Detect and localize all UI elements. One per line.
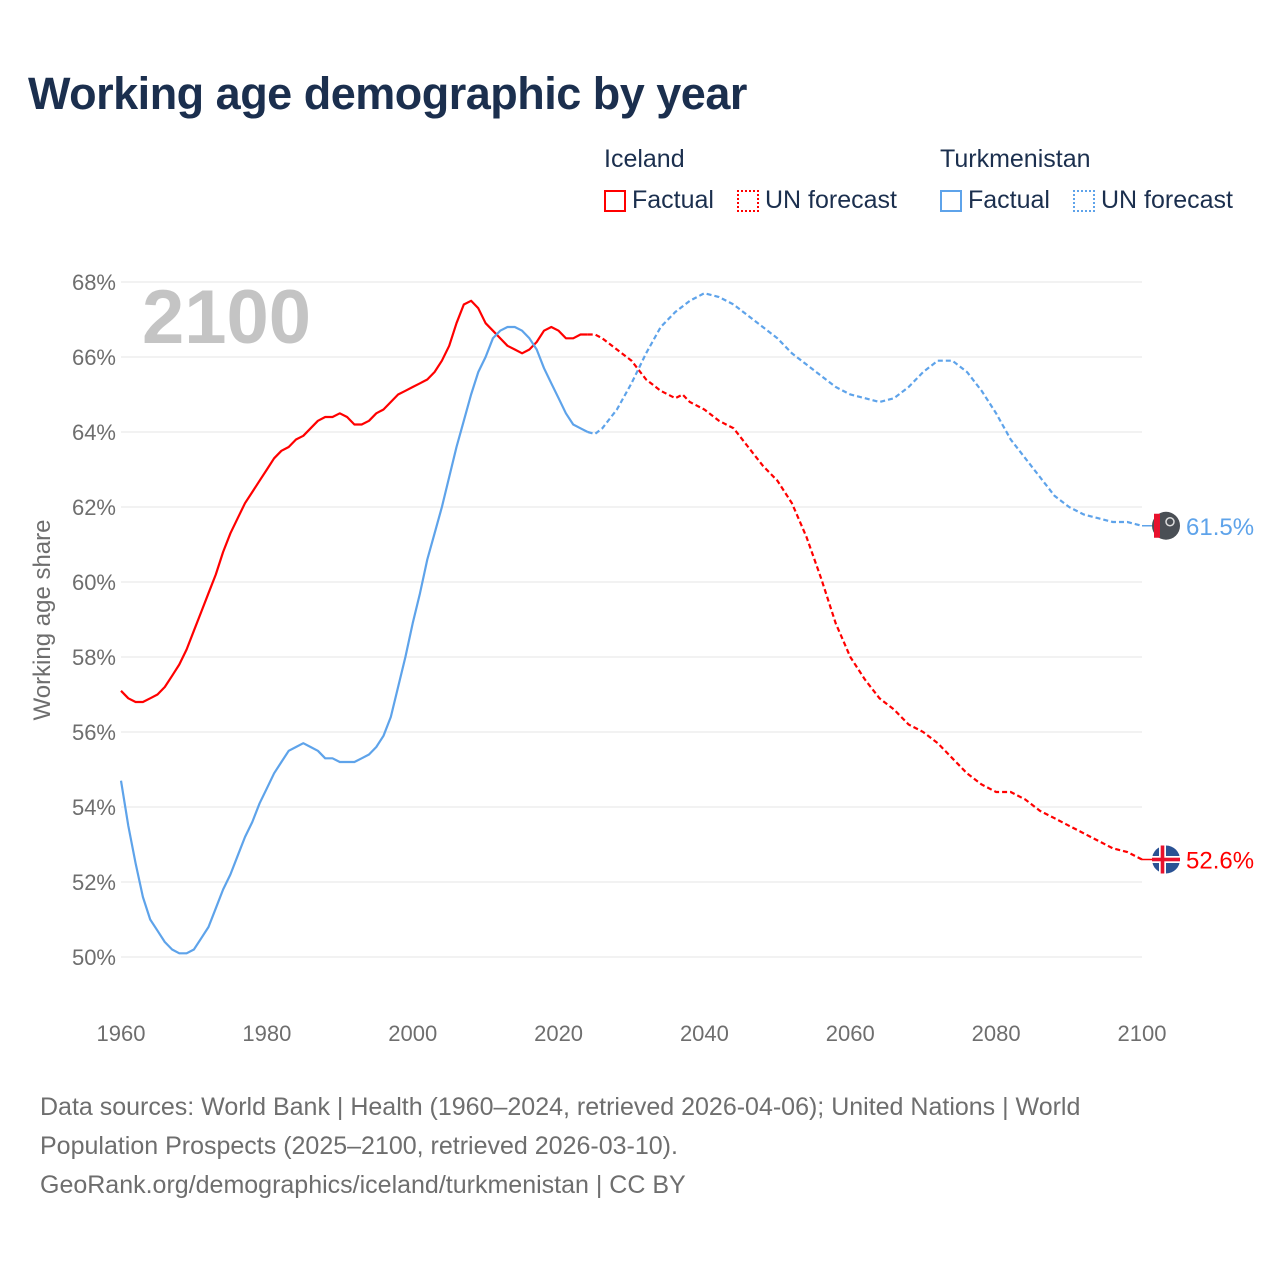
y-tick-label: 66% xyxy=(72,345,116,370)
chart-title: Working age demographic by year xyxy=(28,68,747,119)
iceland-end-value: 52.6% xyxy=(1186,848,1254,875)
year-watermark: 2100 xyxy=(142,275,311,360)
legend-swatch-dotted xyxy=(737,189,759,212)
x-tick-label: 2020 xyxy=(534,1021,583,1046)
legend-label: Factual xyxy=(968,186,1050,214)
x-tick-label: 2100 xyxy=(1118,1021,1167,1046)
legend-iceland-factual[interactable]: Factual xyxy=(604,186,714,215)
line-chart: 50% 52% 54% 56% 58% 60% 62% 64% 66% 68% 1960 1980 20… xyxy=(29,270,1254,1046)
y-axis-label: Working age share xyxy=(29,520,56,721)
turkmenistan-forecast-line xyxy=(587,292,1143,527)
x-tick-label: 1980 xyxy=(242,1021,291,1046)
turkmenistan-end-value: 61.5% xyxy=(1186,514,1254,541)
legend-group-turkmenistan: Turkmenistan xyxy=(940,145,1091,173)
legend-label: UN forecast xyxy=(765,186,897,214)
turkmenistan-flag-icon xyxy=(1152,511,1180,540)
legend-swatch-dotted xyxy=(1073,189,1095,212)
iceland-factual-line xyxy=(120,299,588,704)
footer-sources-cont: Population Prospects (2025–2100, retriev… xyxy=(40,1132,678,1160)
y-tick-label: 50% xyxy=(72,945,116,970)
legend-group-iceland: Iceland xyxy=(604,145,685,173)
x-tick-label: 2080 xyxy=(972,1021,1021,1046)
legend-iceland-forecast[interactable]: UN forecast xyxy=(737,186,897,215)
legend-turkmenistan-forecast[interactable]: UN forecast xyxy=(1073,186,1233,215)
x-tick-label: 2040 xyxy=(680,1021,729,1046)
y-tick-label: 68% xyxy=(72,270,116,295)
x-tick-label: 1960 xyxy=(97,1021,146,1046)
y-tick-label: 58% xyxy=(72,645,116,670)
y-tick-label: 62% xyxy=(72,495,116,520)
turkmenistan-factual-line xyxy=(119,325,589,955)
footer-sources: Data sources: World Bank | Health (1960–… xyxy=(40,1093,1081,1121)
legend-swatch-solid xyxy=(940,189,962,212)
legend-turkmenistan-factual[interactable]: Factual xyxy=(940,186,1050,215)
iceland-flag-icon xyxy=(1152,845,1180,874)
legend-label: Factual xyxy=(632,186,714,214)
y-tick-label: 52% xyxy=(72,870,116,895)
y-tick-label: 64% xyxy=(72,420,116,445)
iceland-forecast-line xyxy=(587,333,1143,861)
x-tick-label: 2060 xyxy=(826,1021,875,1046)
legend-swatch-solid xyxy=(604,189,626,212)
x-tick-label: 2000 xyxy=(388,1021,437,1046)
legend-label: UN forecast xyxy=(1101,186,1233,214)
footer: Data sources: World Bank | Health (1960–… xyxy=(40,1088,1240,1205)
y-tick-label: 60% xyxy=(72,570,116,595)
footer-link[interactable]: GeoRank.org/demographics/iceland/turkmen… xyxy=(40,1171,686,1199)
y-tick-label: 54% xyxy=(72,795,116,820)
y-tick-label: 56% xyxy=(72,720,116,745)
